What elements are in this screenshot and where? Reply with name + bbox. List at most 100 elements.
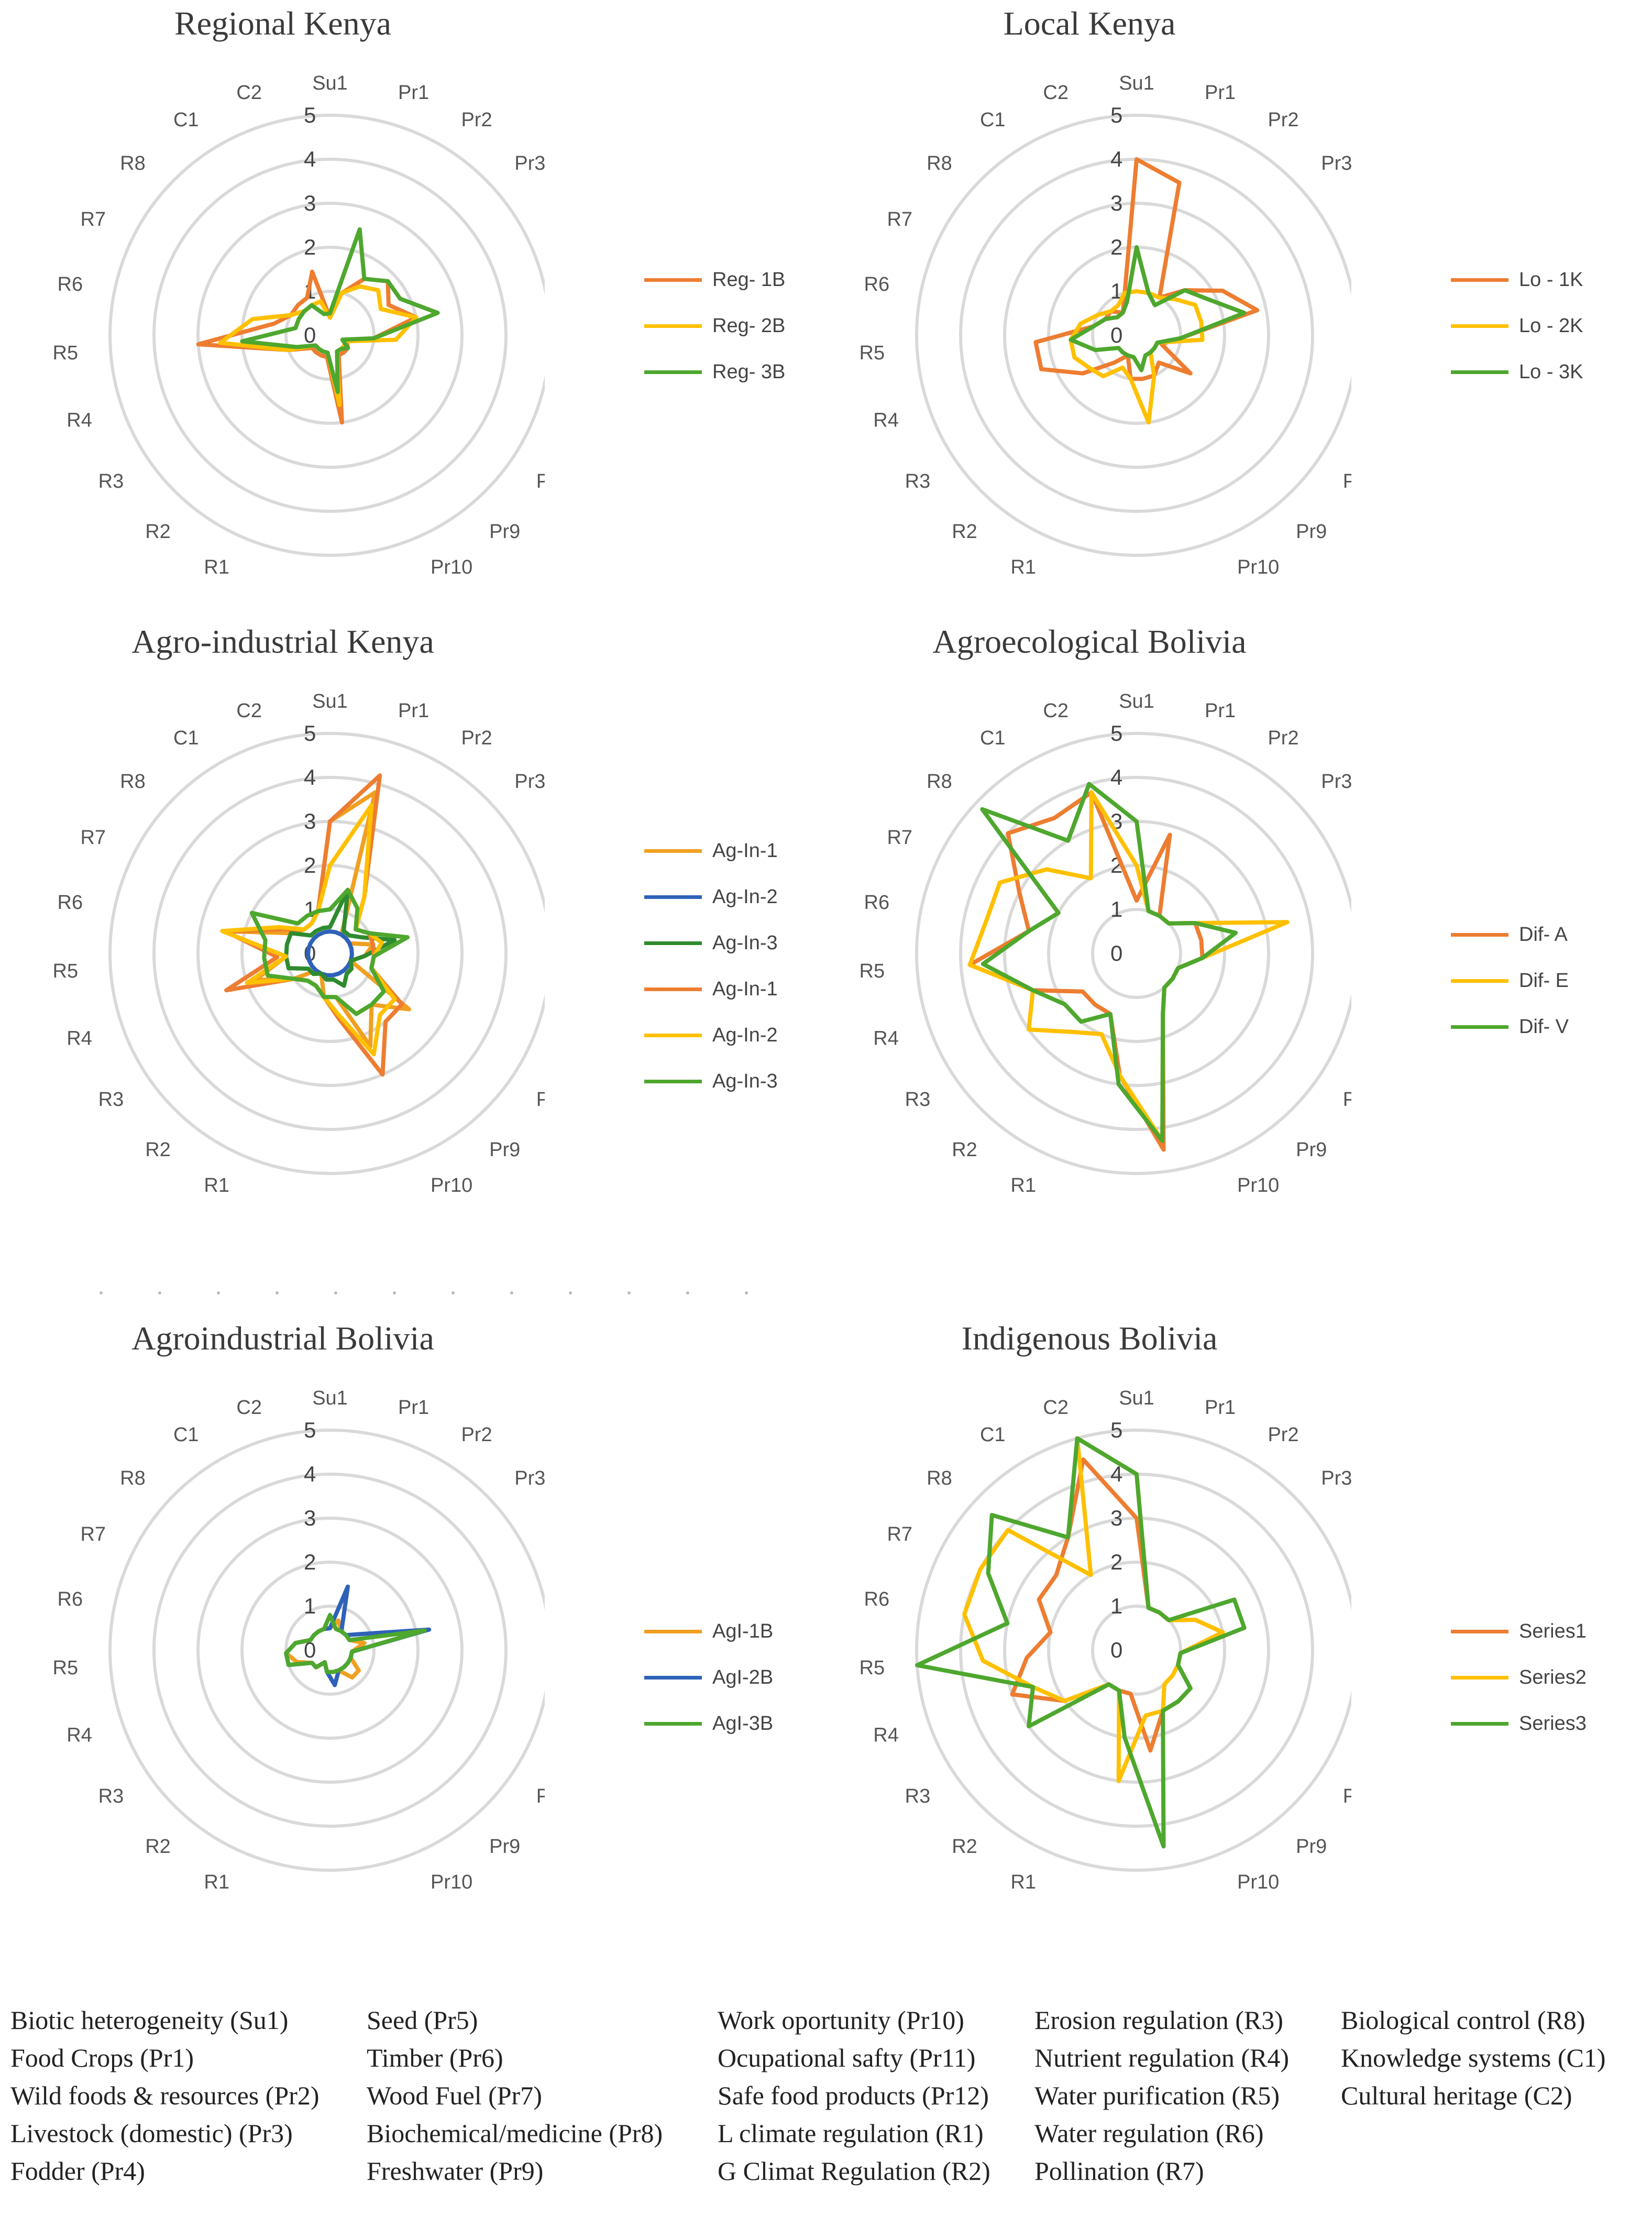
tick-label: 1	[1110, 1594, 1122, 1618]
separator-dot	[627, 1291, 631, 1294]
grid-ring	[915, 1429, 1351, 1872]
axis-label: R3	[905, 1089, 931, 1111]
axis-label: Su1	[1119, 1387, 1154, 1409]
legend-item: AgI-2B	[644, 1654, 773, 1700]
legend-swatch	[644, 941, 702, 945]
series-line	[306, 929, 354, 978]
axis-label: R4	[873, 1724, 899, 1746]
axis-label: Pr12	[274, 1890, 316, 1891]
chart-legend: Lo - 1K Lo - 2K Lo - 3K	[1451, 257, 1583, 395]
series-line	[240, 227, 440, 394]
separator-dot	[334, 1291, 337, 1294]
axis-label: R2	[952, 1139, 977, 1161]
axis-label: Pr9	[1296, 521, 1327, 543]
legend-swatch	[644, 895, 702, 899]
axis-label: Pr2	[1268, 1424, 1298, 1446]
key-column: Erosion regulation (R3) Nutrient regulati…	[1034, 2001, 1289, 2190]
axis-label: Pr10	[1237, 1175, 1279, 1194]
tick-label: 0	[1110, 323, 1122, 347]
axis-label: C1	[173, 109, 199, 131]
grid-ring	[152, 776, 508, 1131]
axis-label: Pr1	[1205, 700, 1236, 722]
axis-label: R3	[98, 470, 124, 492]
legend-item: Ag-In-3	[644, 920, 778, 966]
grid-ring	[959, 158, 1314, 513]
axis-label: Su1	[312, 1387, 348, 1409]
axis-label: Su1	[1119, 72, 1154, 94]
axis-label: R6	[864, 892, 890, 914]
legend-label: Reg- 2B	[712, 314, 786, 337]
axis-label: Pr2	[1268, 109, 1298, 131]
axis-label: R4	[67, 409, 92, 431]
legend-label: Series2	[1519, 1666, 1587, 1688]
axis-label: R8	[120, 152, 146, 174]
axis-label: Pr1	[1205, 1397, 1236, 1419]
axis-label: R1	[204, 1871, 229, 1891]
axis-label: C1	[173, 1424, 199, 1446]
legend-item: AgI-1B	[644, 1608, 773, 1654]
legend-item: Series1	[1451, 1608, 1587, 1654]
chart-title: Agroecological Bolivia	[932, 623, 1247, 660]
radar-chart: 012345Su1Pr1Pr2Pr3Pr4Pr5Pr6Pr7Pr8Pr9Pr10…	[860, 690, 1351, 1194]
tick-label: 0	[1110, 941, 1122, 965]
axis-label: R7	[887, 827, 912, 849]
legend-item: Dif- E	[1451, 958, 1569, 1004]
axis-label: C1	[173, 727, 199, 749]
axis-label: R3	[905, 1785, 931, 1807]
key-entry: Fodder (Pr4)	[10, 2156, 145, 2186]
axis-label: Pr3	[1321, 1467, 1351, 1489]
tick-label: 3	[304, 809, 316, 833]
legend-item: Lo - 1K	[1451, 257, 1583, 303]
tick-label: 5	[304, 1418, 316, 1442]
axis-label: Pr10	[431, 1871, 472, 1891]
legend-swatch	[1451, 1025, 1508, 1029]
axis-label: Pr1	[1205, 82, 1236, 104]
axis-label: Pr11	[1151, 1193, 1191, 1194]
legend-label: Ag-In-2	[712, 885, 778, 908]
key-entry: Water regulation (R6)	[1034, 2119, 1264, 2148]
tick-label: 4	[304, 765, 316, 789]
key-entry: Work oportunity (Pr10)	[718, 2005, 964, 2035]
separator-dot	[686, 1291, 689, 1294]
axis-label: Pr11	[1151, 1890, 1191, 1891]
axis-label: Pr9	[489, 1836, 520, 1858]
abbreviation-key: Biotic heterogeneity (Su1) Food Crops (Pr…	[10, 2001, 1645, 2221]
radar-panel-agro-industrial-kenya: Agro-industrial Kenya 0 1 2 3 4 5 Su1 Pr1 Pr2 Pr3…	[21, 618, 838, 1268]
axis-label: R8	[927, 771, 952, 793]
axis-label: C2	[1043, 82, 1069, 104]
legend-label: Ag-In-2	[712, 1024, 778, 1046]
axis-label: Pr11	[344, 575, 384, 576]
radar-panel-regional-kenya: Regional Kenya 012345Su1Pr1Pr2Pr3Pr4Pr5P…	[21, 0, 838, 650]
grid-ring	[915, 114, 1351, 557]
key-column: Biotic heterogeneity (Su1) Food Crops (Pr…	[10, 2001, 320, 2190]
axis-label: Pr3	[1321, 771, 1351, 793]
legend-swatch	[644, 1675, 702, 1680]
key-entry: Freshwater (Pr9)	[367, 2156, 544, 2186]
grid-ring	[1003, 820, 1270, 1087]
axis-label: Pr8	[1343, 1785, 1351, 1807]
legend-label: Dif- A	[1519, 923, 1568, 946]
legend-label: Dif- V	[1519, 1015, 1569, 1038]
axis-label: Pr11	[1151, 575, 1191, 576]
axis-label: Pr12	[274, 1193, 316, 1194]
key-entry: Ocupational safty (Pr11)	[718, 2043, 976, 2072]
legend-item: Ag-In-2	[644, 1012, 778, 1058]
axis-label: R8	[927, 1467, 952, 1489]
chart-legend: Ag-In-1 Ag-In-2 Ag-In-3 Ag-In-1 Ag-In-2 Ag-In…	[644, 828, 778, 1104]
key-entry: Pollination (R7)	[1034, 2156, 1204, 2186]
axis-label: C1	[980, 1424, 1006, 1446]
key-entry: Biochemical/medicine (Pr8)	[367, 2119, 663, 2148]
axis-label: Su1	[1119, 690, 1154, 712]
axis-label: R6	[864, 273, 890, 295]
legend-label: Ag-In-1	[712, 978, 778, 1000]
legend-label: Reg- 3B	[712, 360, 786, 383]
axis-label: R5	[53, 960, 79, 982]
legend-label: AgI-1B	[712, 1620, 774, 1642]
chart-legend: Dif- A Dif- E Dif- V	[1451, 912, 1569, 1050]
axis-label: C1	[980, 727, 1006, 749]
legend-item: Reg- 1B	[644, 257, 785, 303]
axis-label: R8	[120, 771, 146, 793]
axis-label: R7	[887, 1523, 912, 1545]
key-entry: Biotic heterogeneity (Su1)	[10, 2005, 289, 2035]
axis-label: Pr3	[1321, 152, 1351, 174]
